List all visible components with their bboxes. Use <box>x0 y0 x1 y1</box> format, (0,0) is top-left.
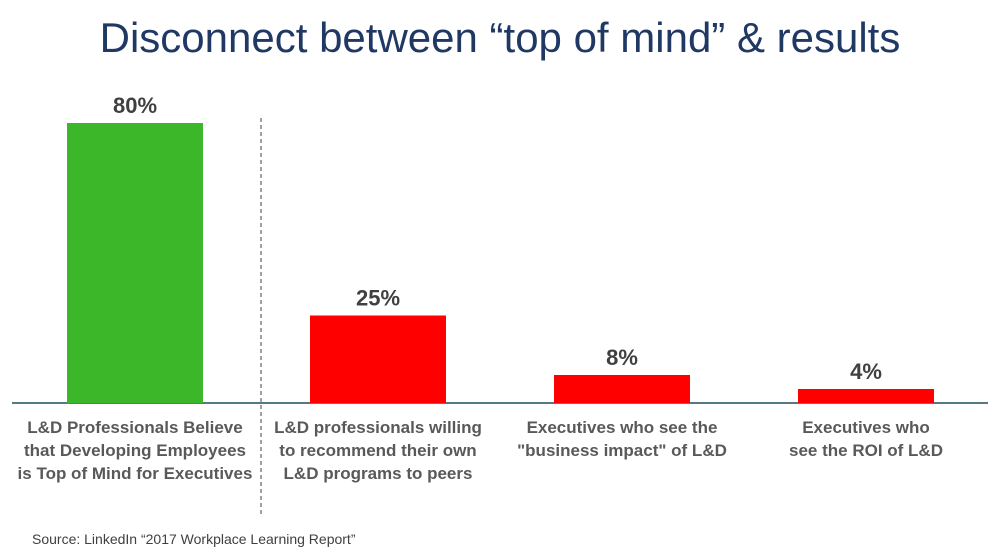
bar-2 <box>310 315 446 403</box>
source-note: Source: LinkedIn “2017 Workplace Learnin… <box>32 531 356 547</box>
category-label-4: Executives who see the ROI of L&D <box>789 418 943 460</box>
value-label-2: 25% <box>356 286 400 311</box>
bar-4 <box>798 389 934 403</box>
category-label-3: Executives who see the "business impact"… <box>517 418 727 460</box>
value-label-4: 4% <box>850 359 882 384</box>
bar-1 <box>67 123 203 403</box>
bar-3 <box>554 375 690 403</box>
category-label-1: L&D Professionals Believe that Developin… <box>17 418 253 483</box>
value-label-1: 80% <box>113 93 157 118</box>
chart-title: Disconnect between “top of mind” & resul… <box>99 14 901 61</box>
category-label-2: L&D professionals willing to recommend t… <box>274 418 482 483</box>
value-label-3: 8% <box>606 345 638 370</box>
